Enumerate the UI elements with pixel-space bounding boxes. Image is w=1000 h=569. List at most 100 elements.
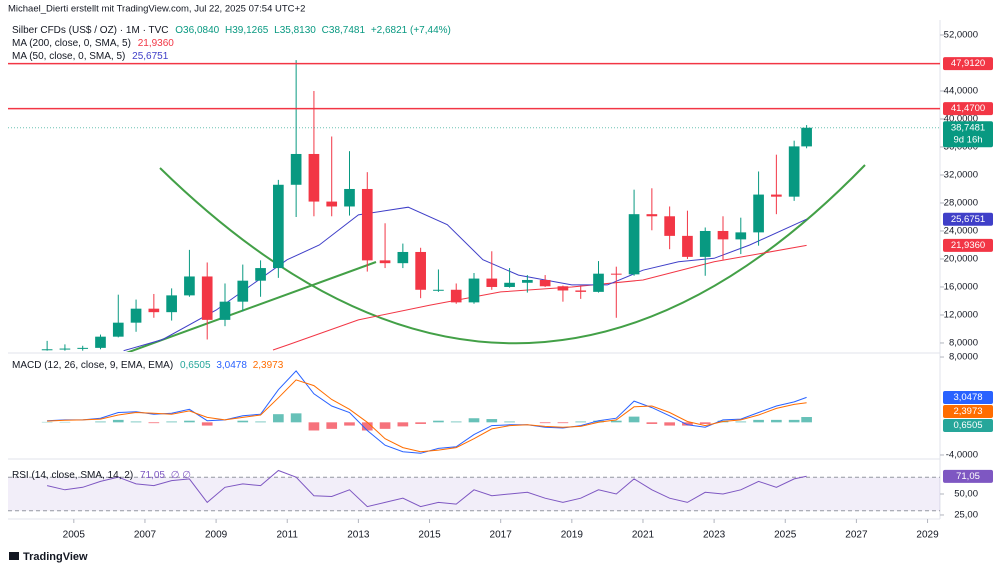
price-badge-label: 0,6505 — [953, 420, 982, 431]
y-tick-label: 16,0000 — [944, 281, 978, 292]
candle-body — [397, 251, 409, 264]
countdown-label: 9d 16h — [953, 134, 982, 145]
x-tick-label: 2025 — [774, 530, 797, 541]
candle-body — [468, 278, 480, 303]
macd-histogram-bar — [326, 422, 338, 429]
x-tick-label: 2013 — [347, 530, 370, 541]
candle-body — [753, 194, 764, 233]
macd-histogram-bar — [255, 421, 266, 423]
y-tick-label: 28,0000 — [944, 197, 978, 208]
macd-value: 0,6505 — [180, 360, 211, 371]
macd-histogram-bar — [646, 422, 658, 424]
price-badge-label: 25,6751 — [951, 214, 985, 225]
macd-legend: MACD (12, 26, close, 9, EMA, EMA) 0,6505… — [12, 360, 284, 371]
candle-body — [801, 127, 812, 147]
x-tick-label: 2005 — [63, 530, 86, 541]
candle-body — [433, 289, 444, 291]
brand-name: TradingView — [23, 551, 88, 563]
macd-histogram-bar — [699, 422, 711, 424]
y-tick-label: -4,0000 — [946, 449, 978, 460]
ma-legend: MA (200, close, 0, SMA, 5) 21,9360 — [12, 38, 174, 49]
candle-body — [201, 276, 213, 320]
candle-body — [610, 273, 622, 275]
candle-body — [361, 188, 373, 261]
ma-value: 21,9360 — [138, 38, 175, 49]
x-tick-label: 2019 — [561, 530, 584, 541]
x-tick-label: 2017 — [490, 530, 513, 541]
price-badge — [943, 469, 993, 483]
macd-histogram-bar — [610, 420, 622, 423]
candle-body — [699, 230, 711, 257]
symbol-legend: Silber CFDs (US$ / OZ) · 1M · TVC O36,08… — [12, 25, 451, 36]
y-tick-label: 40,0000 — [944, 113, 978, 124]
price-badge — [943, 102, 993, 116]
author-line: Michael_Dierti erstellt mit TradingView.… — [8, 4, 305, 15]
candle-body — [450, 289, 462, 303]
ohlc: O36,0840 — [175, 25, 219, 36]
x-tick-label: 2027 — [845, 530, 868, 541]
candle-body — [184, 276, 195, 296]
candle-body — [112, 322, 124, 337]
macd-histogram-bar — [290, 413, 302, 423]
candle-body — [539, 279, 551, 287]
candle-body — [771, 194, 782, 197]
x-tick-label: 2023 — [703, 530, 726, 541]
y-tick-label: 52,0000 — [944, 29, 978, 40]
macd-value: 3,0478 — [216, 360, 247, 371]
macd-histogram-bar — [130, 421, 142, 423]
macd-histogram-bar — [184, 420, 195, 423]
candle-body — [130, 308, 142, 323]
price-badge — [943, 57, 993, 71]
price-pane — [41, 60, 812, 352]
price-badge-label: 21,9360 — [951, 240, 985, 251]
price-badge-label: 47,9120 — [951, 58, 985, 69]
plot: 2005 2007 2009 2011 2013 2015 2017 2019 2021 2023… — [8, 29, 993, 541]
candle-body — [557, 286, 569, 291]
macd-line — [47, 379, 807, 453]
macd-histogram-bar — [201, 422, 213, 426]
macd-histogram-bar — [664, 422, 675, 426]
macd-value: 2,3973 — [253, 360, 284, 371]
macd-histogram-bar — [433, 420, 444, 423]
candle-body — [717, 230, 729, 240]
macd-name: MACD (12, 26, close, 9, EMA, EMA) — [12, 360, 173, 371]
candle-body — [415, 251, 426, 290]
macd-histogram-bar — [468, 418, 480, 423]
candle-body — [575, 290, 587, 292]
candle-body — [522, 279, 533, 283]
price-badge — [943, 212, 993, 226]
macd-histogram-bar — [575, 421, 587, 423]
macd-histogram-bar — [166, 421, 177, 423]
candle-body — [682, 235, 693, 257]
candle-body — [148, 308, 160, 313]
macd-histogram-bar — [415, 422, 426, 424]
ma-name: MA (50, close, 0, SMA, 5) — [12, 51, 125, 62]
macd-histogram-bar — [539, 422, 551, 424]
macd-histogram-bar — [95, 421, 106, 423]
price-badge-label: 71,05 — [956, 471, 980, 482]
candle-body — [593, 273, 604, 292]
y-tick-label: 50,00 — [954, 489, 978, 500]
y-tick-label: 32,0000 — [944, 169, 978, 180]
rsi-line — [46, 469, 807, 508]
macd-histogram-bar — [504, 421, 515, 423]
macd-histogram-bar — [344, 422, 355, 426]
candle-body — [59, 348, 71, 350]
y-tick-label: 12,0000 — [944, 309, 978, 320]
macd-histogram-bar — [379, 422, 391, 429]
macd-histogram-bar — [735, 421, 747, 423]
price-badge — [943, 121, 993, 148]
candle-body — [735, 232, 747, 240]
x-tick-label: 2007 — [134, 530, 157, 541]
candle-body — [255, 268, 266, 281]
candle-body — [95, 336, 106, 348]
macd-histogram-bar — [273, 414, 284, 423]
candle-body — [344, 188, 355, 207]
brand: TradingView — [9, 551, 88, 563]
ma-value: 25,6751 — [132, 51, 169, 62]
ohlc: L35,8130 — [274, 25, 316, 36]
y-tick-label: 20,0000 — [944, 253, 978, 264]
candle-body — [290, 153, 302, 185]
